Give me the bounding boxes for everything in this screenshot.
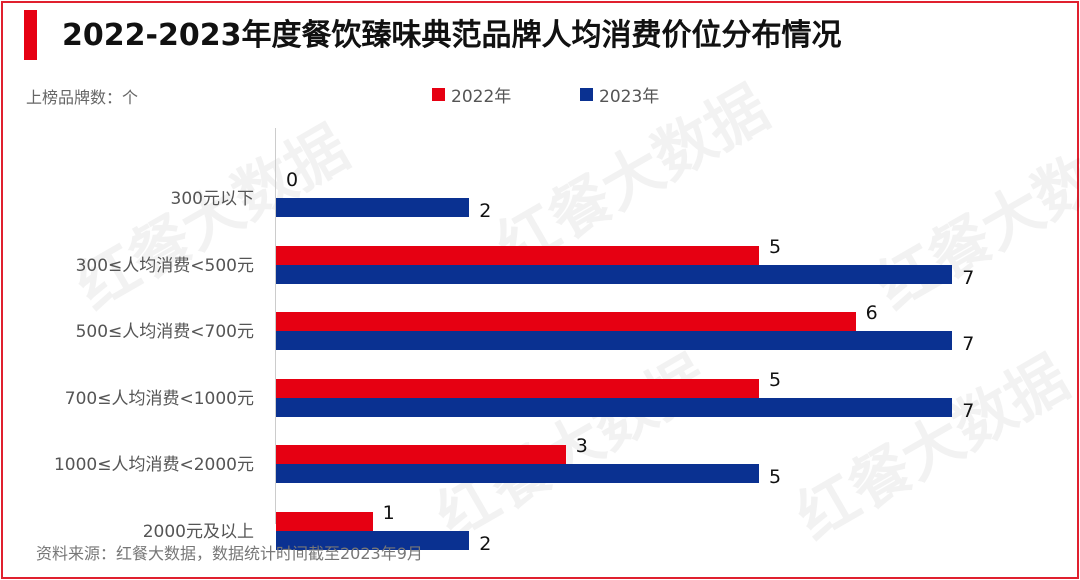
data-label: 5 bbox=[769, 368, 782, 391]
bar-2022年 bbox=[276, 312, 856, 331]
data-label: 3 bbox=[575, 435, 588, 457]
legend-swatch-red-icon bbox=[432, 88, 445, 101]
data-label: 2 bbox=[479, 200, 492, 222]
data-label: 7 bbox=[962, 399, 975, 422]
category-label: 1000≤人均消费<2000元 bbox=[53, 455, 254, 475]
data-label: 5 bbox=[769, 235, 782, 258]
y-axis-line bbox=[275, 128, 276, 524]
bar-2022年 bbox=[276, 378, 759, 398]
data-label: 7 bbox=[962, 266, 975, 289]
category-label: 500≤人均消费<700元 bbox=[75, 322, 254, 342]
bar-2023年 bbox=[276, 331, 953, 350]
data-label: 5 bbox=[769, 466, 782, 488]
legend-label: 2022年 bbox=[451, 87, 512, 107]
bar-2023年 bbox=[276, 397, 953, 417]
data-label: 7 bbox=[962, 333, 975, 355]
legend-swatch-blue-icon bbox=[580, 88, 593, 101]
category-label: 300元以下 bbox=[170, 189, 254, 209]
chart-title: 2022-2023年度餐饮臻味典范品牌人均消费价位分布情况 bbox=[62, 18, 842, 53]
bar-2023年 bbox=[276, 464, 759, 483]
unit-label: 上榜品牌数：个 bbox=[26, 88, 139, 107]
bar-2023年 bbox=[276, 264, 953, 284]
source-note: 资料来源：红餐大数据，数据统计时间截至2023年9月 bbox=[36, 544, 423, 563]
bar-2022年 bbox=[276, 245, 759, 265]
legend-item-2023: 2023年 bbox=[580, 82, 659, 107]
bar-2023年 bbox=[276, 530, 470, 550]
data-label: 2 bbox=[479, 532, 492, 555]
data-label: 1 bbox=[382, 501, 395, 524]
bar-2022年 bbox=[276, 511, 373, 531]
legend-item-2022: 2022年 bbox=[432, 82, 511, 107]
title-accent-bar bbox=[24, 10, 37, 60]
category-label: 700≤人均消费<1000元 bbox=[64, 388, 254, 409]
data-label: 6 bbox=[865, 302, 878, 324]
bar-2023年 bbox=[276, 198, 470, 217]
data-label: 0 bbox=[286, 169, 299, 191]
bar-2022年 bbox=[276, 445, 566, 464]
legend-label: 2023年 bbox=[599, 87, 660, 107]
category-label: 300≤人均消费<500元 bbox=[75, 255, 254, 276]
category-label: 2000元及以上 bbox=[142, 521, 254, 542]
